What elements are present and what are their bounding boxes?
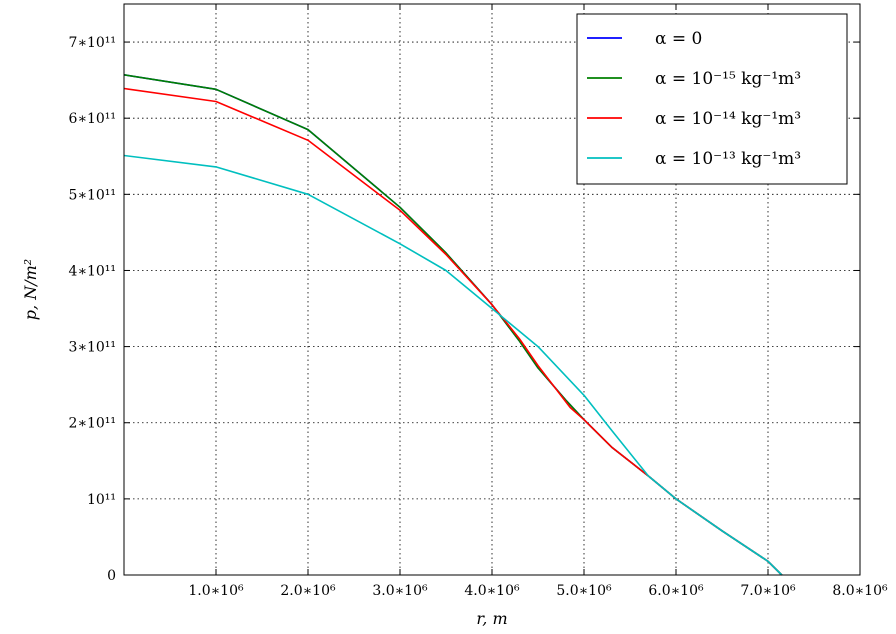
x-tick-label: 3.0∗10⁶ xyxy=(372,583,428,599)
series-line-3 xyxy=(123,154,783,576)
legend: α = 0 α = 10⁻¹⁵ kg⁻¹m³ α = 10⁻¹⁴ kg⁻¹m³ α =… xyxy=(576,13,848,185)
axis-ticks: 1.0∗10⁶ 2.0∗10⁶ 3.0∗10⁶ 4.0∗10⁶ 5.0∗10⁶ 6.0∗1… xyxy=(69,4,888,599)
y-tick-label: 6∗10¹¹ xyxy=(69,111,116,127)
y-tick-label: 2∗10¹¹ xyxy=(69,416,116,432)
legend-label: α = 10⁻¹³ kg⁻¹m³ xyxy=(655,149,801,169)
y-tick-label: 7∗10¹¹ xyxy=(69,35,116,51)
legend-label: α = 10⁻¹⁴ kg⁻¹m³ xyxy=(655,109,801,129)
y-tick-label: 10¹¹ xyxy=(87,492,116,508)
legend-box xyxy=(576,13,848,185)
x-tick-label: 1.0∗10⁶ xyxy=(188,583,244,599)
x-tick-label: 8.0∗10⁶ xyxy=(832,583,888,599)
legend-label: α = 0 xyxy=(655,29,702,49)
x-tick-label: 4.0∗10⁶ xyxy=(464,583,520,599)
series-lines xyxy=(123,74,783,576)
y-tick-label: 0 xyxy=(107,568,116,584)
y-tick-label: 3∗10¹¹ xyxy=(69,340,116,356)
x-tick-label: 2.0∗10⁶ xyxy=(280,583,336,599)
y-tick-label: 4∗10¹¹ xyxy=(69,263,116,279)
x-tick-label: 7.0∗10⁶ xyxy=(740,583,796,599)
y-axis-label: p, N/m² xyxy=(21,259,40,320)
x-tick-label: 5.0∗10⁶ xyxy=(556,583,612,599)
x-axis-label: r, m xyxy=(476,609,507,628)
x-tick-label: 6.0∗10⁶ xyxy=(648,583,704,599)
legend-label: α = 10⁻¹⁵ kg⁻¹m³ xyxy=(655,69,801,89)
y-tick-label: 5∗10¹¹ xyxy=(69,187,116,203)
